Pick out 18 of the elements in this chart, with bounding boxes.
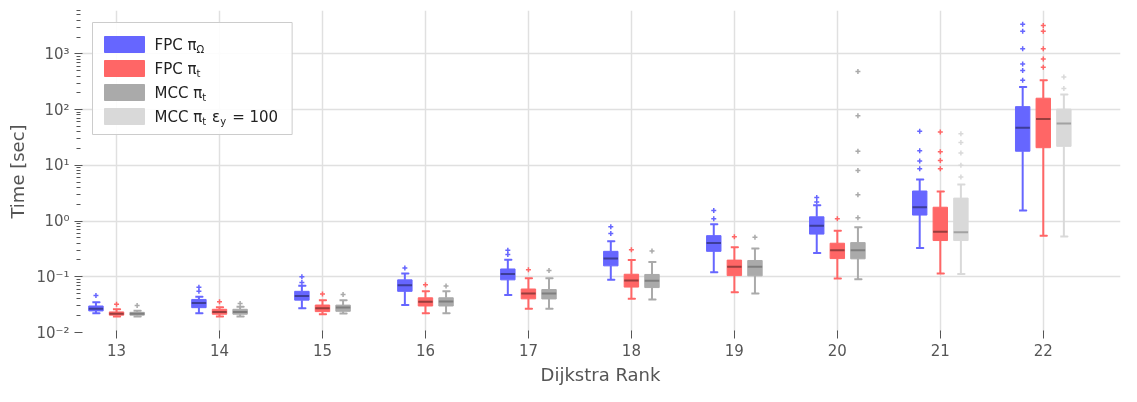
x-tick-label: 19 — [724, 341, 744, 360]
y-tick-label: 10² — [44, 100, 70, 119]
y-tick-label: 10¹ — [44, 156, 70, 175]
x-tick-label: 20 — [827, 341, 847, 360]
y-tick-label: 10³ — [44, 44, 70, 63]
x-tick-label: 15 — [312, 341, 333, 360]
x-tick-label: 14 — [209, 341, 230, 360]
x-tick-label: 22 — [1033, 341, 1053, 360]
x-axis-title: Dijkstra Rank — [540, 363, 661, 385]
x-tick-label: 13 — [107, 341, 127, 360]
y-tick-label: 10⁻² — [36, 323, 70, 342]
y-tick-label: 10⁻¹ — [36, 267, 70, 286]
x-tick-label: 18 — [621, 341, 641, 360]
x-tick-label: 16 — [415, 341, 435, 360]
y-axis-title: Time [sec] — [7, 124, 29, 220]
y-tick-label: 10⁰ — [44, 212, 70, 231]
x-tick-label: 21 — [930, 341, 950, 360]
x-tick-label: 17 — [518, 341, 538, 360]
